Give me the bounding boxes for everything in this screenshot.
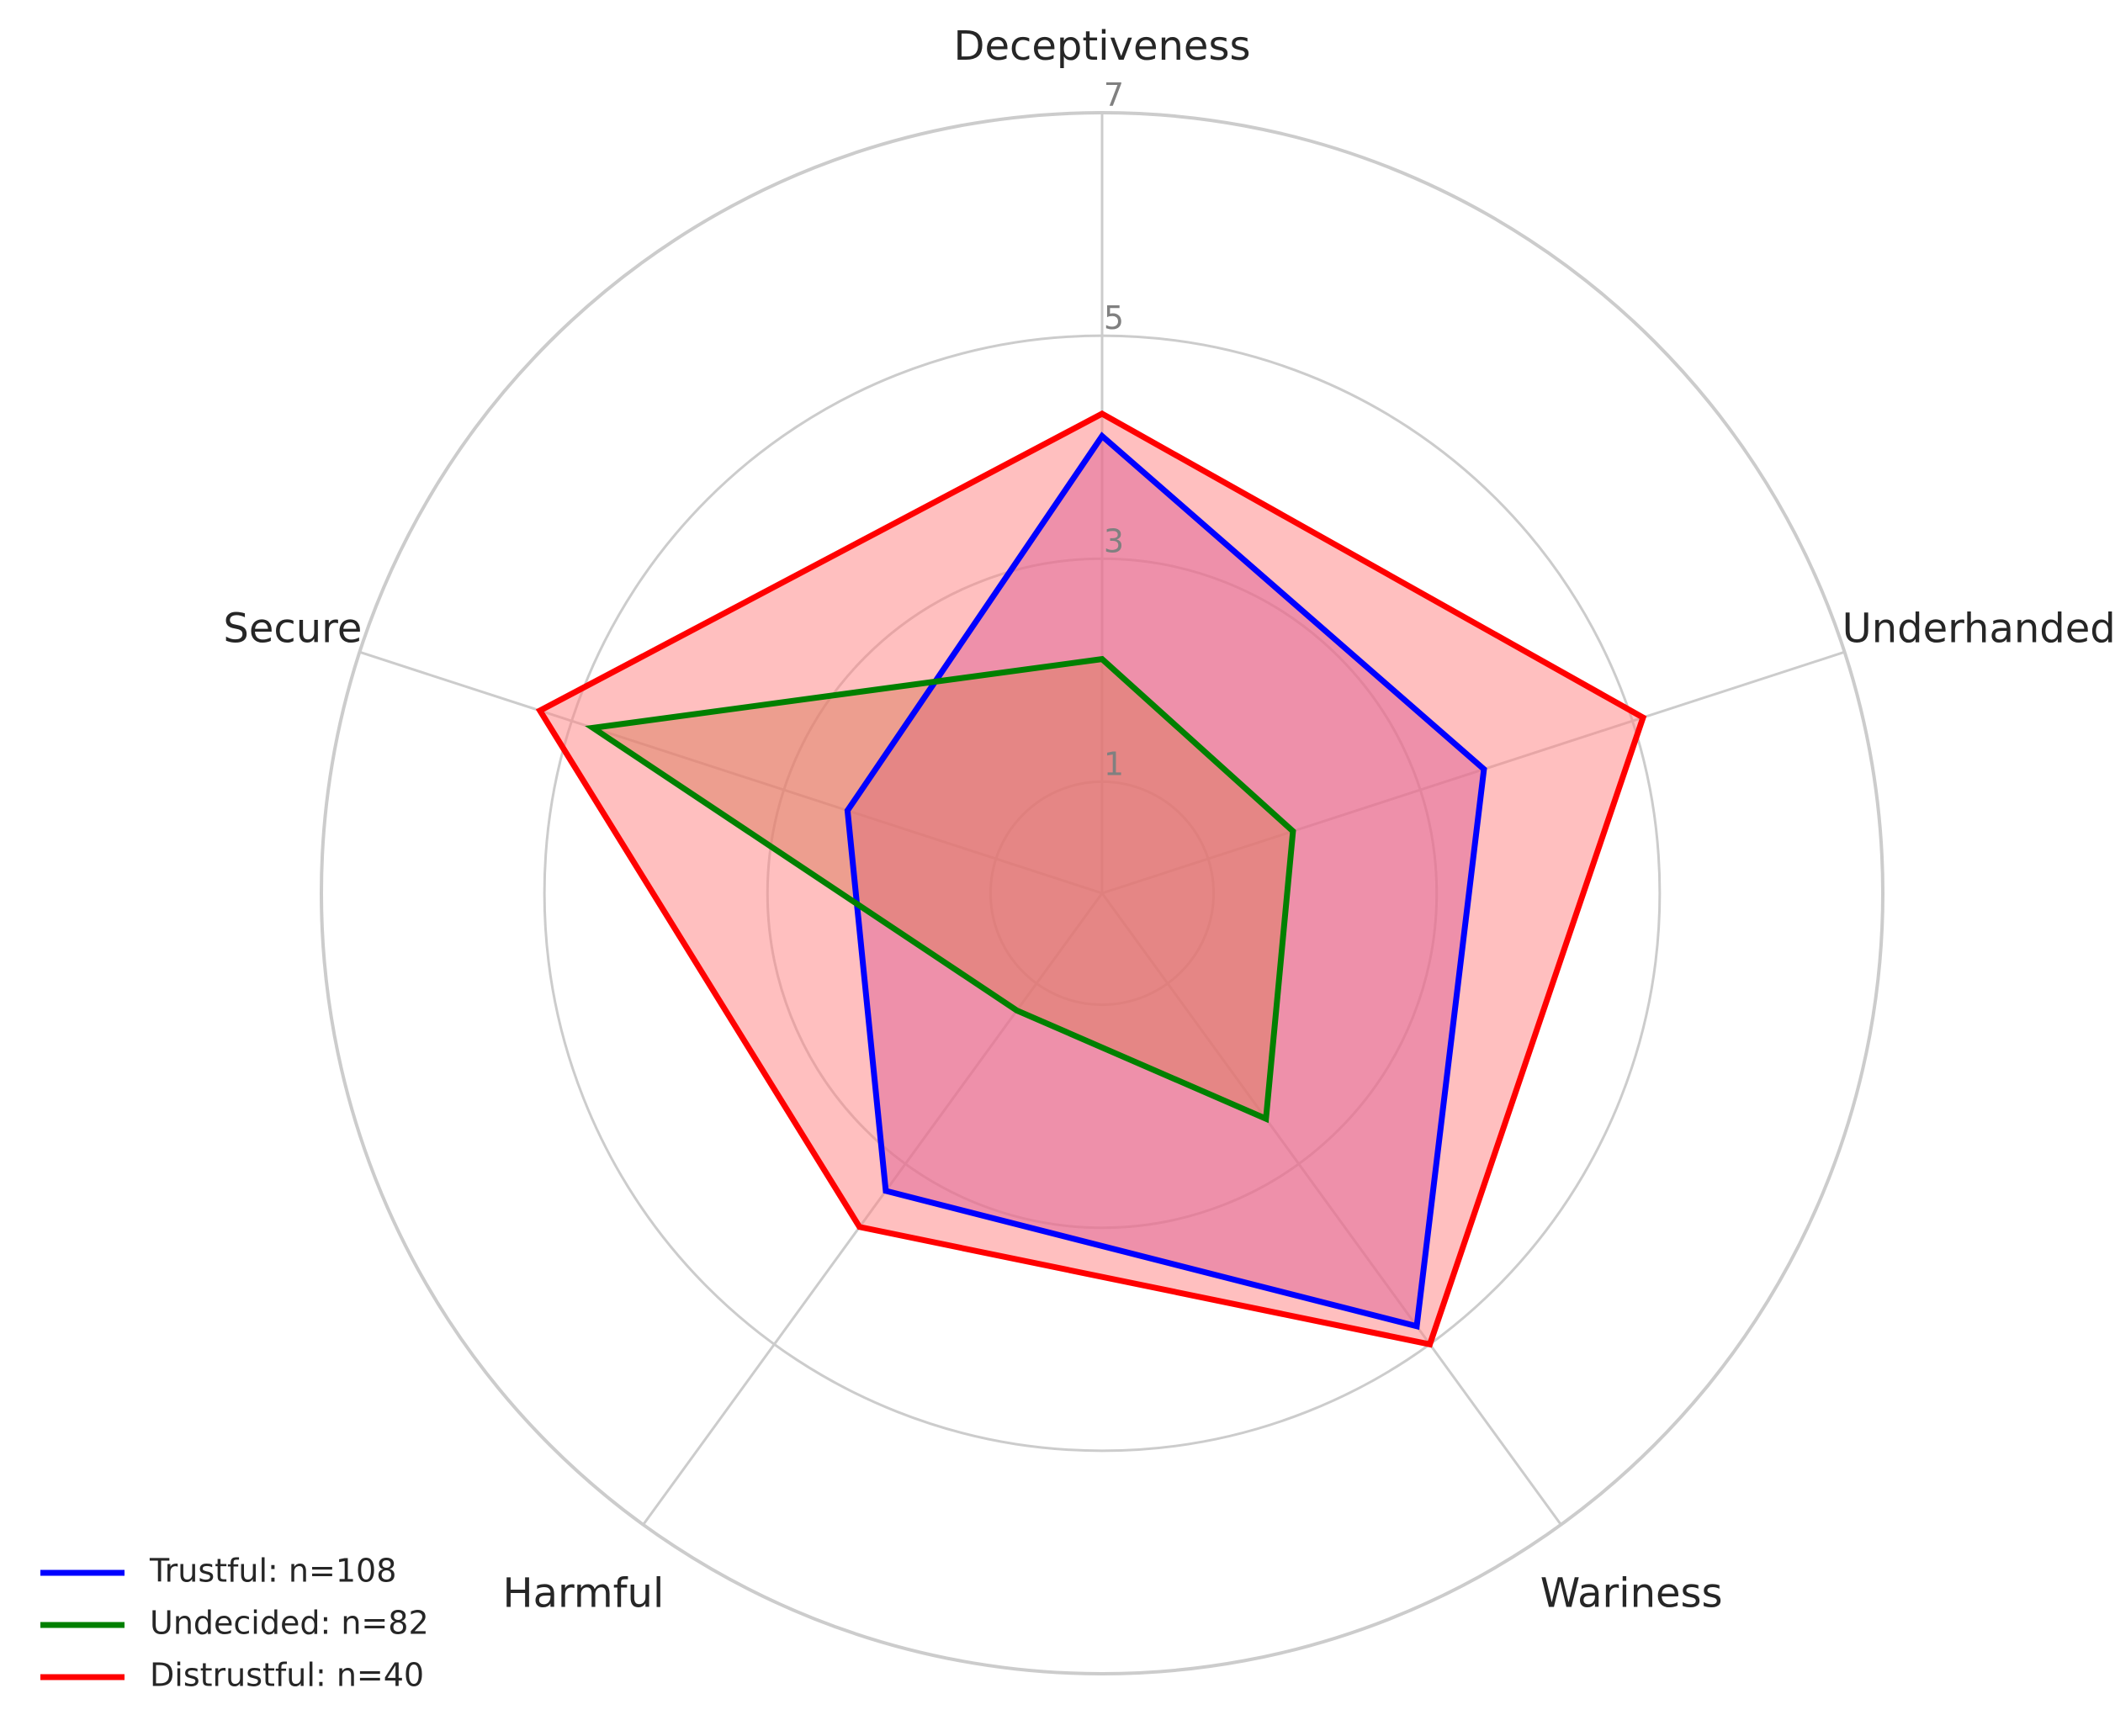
rtick-label-7: 7 <box>1104 77 1124 114</box>
legend-label-trustful-n-108: Trustful: n=108 <box>149 1553 396 1590</box>
legend-label-distrustful-n-40: Distrustful: n=40 <box>150 1657 424 1694</box>
rtick-label-1: 1 <box>1104 745 1124 782</box>
axis-label-wariness: Wariness <box>1540 1569 1723 1617</box>
series-line-trustful-n-108 <box>844 431 1487 1331</box>
axis-label-secure: Secure <box>223 606 362 653</box>
axis-label-harmful: Harmful <box>502 1569 664 1617</box>
series-fills <box>539 413 1643 1345</box>
rtick-label-3: 3 <box>1104 522 1124 559</box>
series-fill-distrustful-n-40 <box>539 413 1643 1345</box>
series-line-distrustful-n-40 <box>535 410 1647 1348</box>
series-line-undecided-n-82 <box>585 655 1296 1124</box>
axis-labels: Deceptiveness Underhandedness Wariness Harm… <box>223 23 2115 1617</box>
rtick-label-5: 5 <box>1104 299 1124 336</box>
legend: Trustful: n=108 Undecided: n=82 Distrustfu… <box>40 1553 429 1694</box>
radial-ticks: 1 3 5 7 <box>1104 77 1124 782</box>
legend-label-undecided-n-82: Undecided: n=82 <box>150 1605 429 1642</box>
axis-label-underhandedness: Underhandedness <box>1842 606 2115 653</box>
series-lines <box>535 410 1647 1348</box>
axis-label-deceptiveness: Deceptiveness <box>954 23 1251 70</box>
